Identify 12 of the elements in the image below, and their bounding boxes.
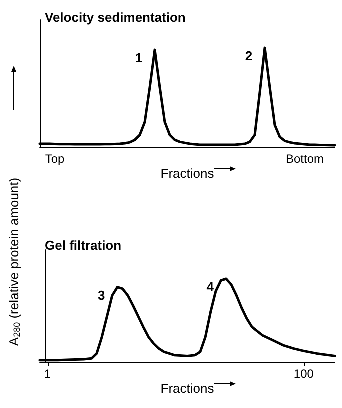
x-tick-label: 100 — [294, 367, 314, 381]
x-axis-title: Fractions — [160, 166, 215, 181]
annotation: 1 — [135, 50, 143, 66]
annotation: 3 — [98, 288, 106, 303]
annotation: 2 — [245, 48, 253, 64]
chart-title: Gel filtration — [45, 238, 122, 253]
x-tick-label: Top — [45, 152, 65, 166]
x-tick-label: Bottom — [286, 152, 324, 166]
chart-title: Velocity sedimentation — [45, 10, 186, 25]
y-axis-title: A280 (relative protein amount) — [6, 178, 22, 346]
annotation: 4 — [206, 280, 215, 294]
x-axis-title: Fractions — [160, 381, 215, 396]
